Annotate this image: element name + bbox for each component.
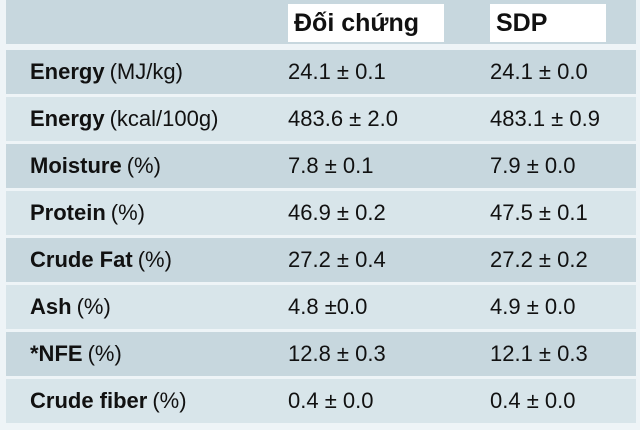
row-label-unit: (MJ/kg) [109, 59, 183, 84]
sdp-value: 47.5 ± 0.1 [490, 200, 588, 225]
header-control: Đối chứng [288, 4, 444, 42]
control-value: 27.2 ± 0.4 [288, 247, 386, 272]
row-label-unit: (%) [87, 341, 122, 366]
row-label: *NFE (%) [30, 332, 122, 376]
table-row: *NFE (%) 12.8 ± 0.3 12.1 ± 0.3 [6, 332, 636, 376]
row-label-unit: (%) [76, 294, 111, 319]
row-label-name: Energy [30, 59, 105, 84]
sdp-value: 483.1 ± 0.9 [490, 106, 600, 131]
composition-table: Đối chứng SDP Energy (MJ/kg) 24.1 ± 0.1 2… [6, 0, 636, 430]
row-label-name: Moisture [30, 153, 122, 178]
row-label: Protein (%) [30, 191, 145, 235]
header-sdp: SDP [490, 4, 606, 42]
sdp-value: 12.1 ± 0.3 [490, 341, 588, 366]
sdp-value: 27.2 ± 0.2 [490, 247, 588, 272]
row-label-unit: (kcal/100g) [109, 106, 219, 131]
sdp-value: 0.4 ± 0.0 [490, 388, 576, 413]
row-label: Crude fiber (%) [30, 379, 187, 423]
table-row: Crude fiber (%) 0.4 ± 0.0 0.4 ± 0.0 [6, 379, 636, 423]
row-label-unit: (%) [126, 153, 161, 178]
row-label-name: Protein [30, 200, 106, 225]
table-row: Energy (MJ/kg) 24.1 ± 0.1 24.1 ± 0.0 [6, 50, 636, 94]
control-value: 24.1 ± 0.1 [288, 59, 386, 84]
table-row: Ash (%) 4.8 ±0.0 4.9 ± 0.0 [6, 285, 636, 329]
row-label-name: Ash [30, 294, 72, 319]
control-value: 46.9 ± 0.2 [288, 200, 386, 225]
row-label-name: Crude Fat [30, 247, 133, 272]
control-value: 4.8 ±0.0 [288, 294, 368, 319]
row-label: Crude Fat (%) [30, 238, 172, 282]
table-row: Protein (%) 46.9 ± 0.2 47.5 ± 0.1 [6, 191, 636, 235]
sdp-value: 7.9 ± 0.0 [490, 153, 576, 178]
row-label-name: Energy [30, 106, 105, 131]
table-row: Moisture (%) 7.8 ± 0.1 7.9 ± 0.0 [6, 144, 636, 188]
row-label-name: Crude fiber [30, 388, 148, 413]
sdp-value: 4.9 ± 0.0 [490, 294, 576, 319]
row-label: Ash (%) [30, 285, 111, 329]
sdp-value: 24.1 ± 0.0 [490, 59, 588, 84]
row-label-name: *NFE [30, 341, 83, 366]
control-value: 483.6 ± 2.0 [288, 106, 398, 131]
table-row: Crude Fat (%) 27.2 ± 0.4 27.2 ± 0.2 [6, 238, 636, 282]
control-value: 7.8 ± 0.1 [288, 153, 374, 178]
row-label: Energy (MJ/kg) [30, 50, 183, 94]
control-value: 0.4 ± 0.0 [288, 388, 374, 413]
table-header: Đối chứng SDP [6, 0, 636, 44]
table-row: Energy (kcal/100g) 483.6 ± 2.0 483.1 ± 0.… [6, 97, 636, 141]
row-label-unit: (%) [137, 247, 172, 272]
row-label-unit: (%) [110, 200, 146, 225]
row-label: Moisture (%) [30, 144, 161, 188]
row-label-unit: (%) [152, 388, 187, 413]
control-value: 12.8 ± 0.3 [288, 341, 386, 366]
row-label: Energy (kcal/100g) [30, 97, 218, 141]
